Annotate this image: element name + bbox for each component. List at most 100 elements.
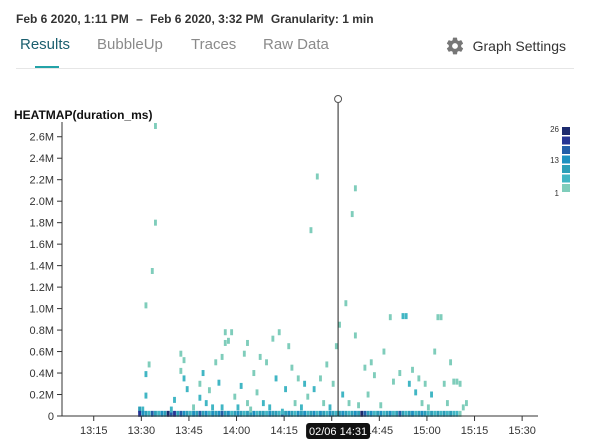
heatmap-cell xyxy=(207,410,211,417)
heatmap-cell xyxy=(382,410,386,417)
heatmap-cell xyxy=(223,410,227,417)
heatmap-cell xyxy=(296,375,300,382)
heatmap-cell xyxy=(217,379,221,386)
heatmap-cell xyxy=(388,314,392,321)
heatmap-cell xyxy=(449,359,453,366)
x-tick-label: 13:15 xyxy=(80,425,108,437)
graph-settings-button[interactable]: Graph Settings xyxy=(445,36,566,56)
heatmap-cell xyxy=(198,394,202,401)
heatmap-cell xyxy=(138,410,142,417)
legend-swatch xyxy=(562,174,570,183)
heatmap-cell xyxy=(277,329,281,336)
y-tick-label: 2.0M xyxy=(30,196,54,208)
heatmap-cell xyxy=(268,404,272,411)
heatmap-cell xyxy=(223,329,227,336)
legend-swatch xyxy=(562,165,570,173)
heatmap-cell xyxy=(372,372,376,379)
heatmap-cell xyxy=(411,410,414,417)
heatmap-cell xyxy=(192,404,195,411)
heatmap-cell xyxy=(144,371,148,378)
heatmap-cell xyxy=(274,375,278,382)
heatmap-cell xyxy=(344,300,348,307)
heatmap-cell xyxy=(312,410,316,417)
tab-results[interactable]: Results xyxy=(20,36,71,53)
heatmap-cell xyxy=(398,410,402,417)
heatmap-cell xyxy=(185,386,189,393)
tab-raw-data[interactable]: Raw Data xyxy=(263,36,329,53)
cursor-handle-icon xyxy=(334,95,343,103)
heatmap-cell xyxy=(353,410,357,417)
heatmap-cell xyxy=(280,408,284,415)
heatmap-cell xyxy=(284,386,288,393)
heatmap-cell xyxy=(268,410,272,417)
y-tick-label: 1.0M xyxy=(30,304,54,316)
x-tick-label: 14:00 xyxy=(223,425,251,437)
heatmap-cell xyxy=(452,378,456,385)
heatmap-cell xyxy=(284,410,288,417)
heatmap-cell xyxy=(379,410,383,417)
heatmap-cell xyxy=(265,359,268,366)
heatmap-cell xyxy=(239,410,243,417)
heatmap-cell xyxy=(255,410,259,417)
y-tick-label: 2.4M xyxy=(30,153,54,165)
heatmap-cell xyxy=(290,364,294,371)
results-tab-bar: Results BubbleUp Traces Raw Data Graph S… xyxy=(16,34,574,69)
heatmap-cell xyxy=(214,359,218,366)
heatmap-cell xyxy=(223,339,227,346)
heatmap-cell xyxy=(322,410,326,417)
heatmap-cell xyxy=(328,410,332,417)
tab-bubbleup[interactable]: BubbleUp xyxy=(97,36,163,53)
legend-swatch xyxy=(562,127,570,135)
heatmap-cell xyxy=(360,410,364,417)
heatmap-cell xyxy=(242,410,246,417)
heatmap-cell xyxy=(182,410,186,417)
time-cursor[interactable]: 02/06 14:31 xyxy=(306,95,371,440)
heatmap-cell xyxy=(439,410,443,417)
heatmap-cell xyxy=(325,361,329,368)
heatmap-cell xyxy=(442,410,446,417)
heatmap-cell xyxy=(201,370,205,377)
heatmap-cell xyxy=(452,410,456,417)
heatmap-cell xyxy=(195,410,199,417)
heatmap-cell xyxy=(445,410,449,417)
heatmap-cell xyxy=(176,410,180,417)
heatmap-cell xyxy=(411,366,414,373)
heatmap-cell xyxy=(157,410,161,417)
heatmap-cell xyxy=(357,402,360,409)
heatmap-cell xyxy=(388,410,392,417)
heatmap-cell xyxy=(334,343,338,350)
heatmap-cell xyxy=(426,410,430,417)
heatmap-cell xyxy=(315,410,319,417)
heatmap-cell xyxy=(414,410,418,417)
heatmap-cell xyxy=(249,410,253,417)
heatmap-cell xyxy=(230,410,234,417)
tab-traces[interactable]: Traces xyxy=(191,36,237,53)
heatmap-cell xyxy=(296,410,300,417)
cursor-label-box xyxy=(306,423,371,439)
legend-swatch xyxy=(562,155,570,164)
heatmap-cell xyxy=(331,380,335,387)
heatmap-cell xyxy=(363,364,367,371)
cursor-label: 02/06 14:31 xyxy=(309,426,367,438)
heatmap-cell xyxy=(392,378,395,385)
heatmap-cell xyxy=(344,410,348,417)
heatmap-cell xyxy=(322,400,326,407)
heatmap-cell xyxy=(306,393,310,400)
heatmap-cell xyxy=(182,375,186,382)
heatmap-cell xyxy=(220,353,224,360)
time-range-summary[interactable]: Feb 6 2020, 1:11 PM – Feb 6 2020, 3:32 P… xyxy=(16,12,378,26)
y-tick-label: 0.4M xyxy=(30,368,54,380)
heatmap-cell xyxy=(458,380,462,387)
x-tick-label: 13:30 xyxy=(128,425,156,437)
y-tick-label: 0.8M xyxy=(30,325,54,337)
heatmap-cell xyxy=(201,410,205,417)
heatmap-cell xyxy=(461,404,465,411)
heatmap-cell xyxy=(179,367,183,374)
heatmap-cell xyxy=(169,406,173,413)
heatmap-cell xyxy=(442,380,446,387)
x-tick-label: 15:30 xyxy=(508,425,536,437)
graph-settings-label: Graph Settings xyxy=(472,38,566,54)
heatmap-cell xyxy=(147,361,151,368)
heatmap-cell xyxy=(363,410,367,417)
